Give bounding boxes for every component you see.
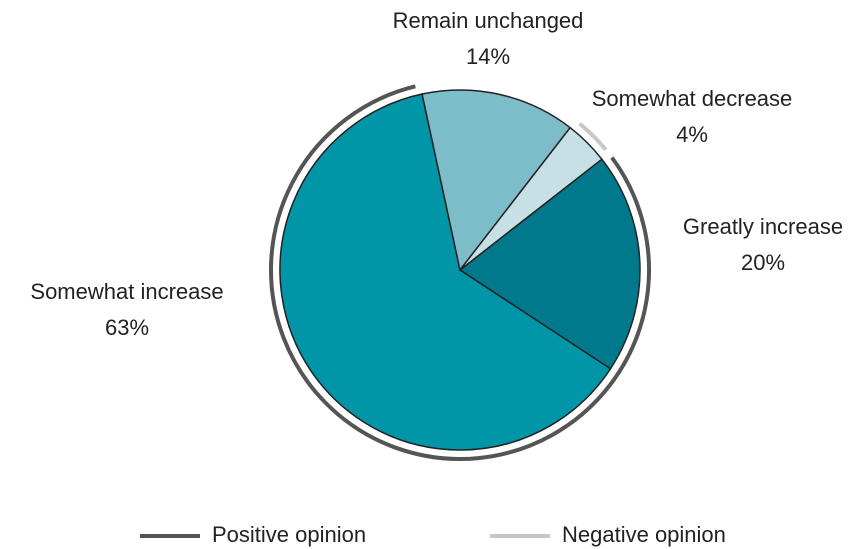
group-arc — [269, 84, 651, 461]
slice-value: 4% — [676, 122, 708, 147]
slice-value: 14% — [466, 44, 510, 69]
slice-value: 63% — [105, 315, 149, 340]
pie-slice — [458, 158, 641, 370]
pie-slice — [279, 93, 612, 451]
pie-slice — [459, 126, 603, 271]
group-arc — [578, 122, 608, 152]
legend-label: Positive opinion — [212, 522, 366, 547]
pie-slice — [421, 89, 572, 272]
slice-label: Remain unchanged — [393, 8, 584, 33]
slice-label: Somewhat increase — [30, 279, 223, 304]
slice-value: 20% — [741, 250, 785, 275]
slice-label: Somewhat decrease — [592, 86, 793, 111]
slice-label: Greatly increase — [683, 214, 843, 239]
legend-label: Negative opinion — [562, 522, 726, 547]
